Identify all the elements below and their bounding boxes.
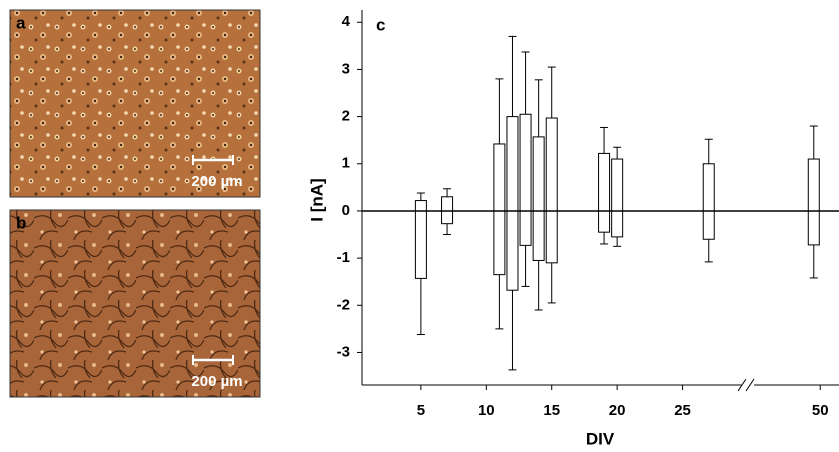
x-axis-title: DIV bbox=[586, 429, 615, 448]
y-tick-label: 1 bbox=[342, 155, 350, 172]
scale-label: 200 µm bbox=[191, 373, 242, 390]
box bbox=[441, 196, 454, 225]
box bbox=[493, 143, 506, 276]
box bbox=[807, 158, 820, 246]
y-tick-label: -1 bbox=[337, 249, 350, 266]
axis-break bbox=[745, 378, 755, 392]
x-tick-label: 5 bbox=[417, 402, 425, 419]
y-tick-label: 2 bbox=[342, 108, 350, 125]
micrograph-a bbox=[9, 9, 261, 198]
panel-label: b bbox=[16, 213, 26, 232]
y-axis-title: I [nA] bbox=[307, 178, 326, 221]
y-tick-label: -3 bbox=[337, 343, 350, 360]
box bbox=[519, 113, 532, 246]
y-tick-label: -2 bbox=[337, 296, 350, 313]
y-tick-label: 0 bbox=[342, 202, 350, 219]
y-tick-label: 3 bbox=[342, 60, 350, 77]
panel-label: a bbox=[16, 13, 26, 32]
box bbox=[532, 136, 545, 261]
x-tick-label: 10 bbox=[478, 402, 495, 419]
axis-break bbox=[737, 378, 747, 392]
y-tick-label: 4 bbox=[342, 13, 351, 30]
box bbox=[414, 200, 427, 279]
x-tick-label: 15 bbox=[543, 402, 560, 419]
panel-label: c bbox=[376, 15, 385, 34]
x-tick-label: 50 bbox=[812, 402, 829, 419]
scale-label: 200 µm bbox=[191, 173, 242, 190]
box bbox=[545, 117, 558, 264]
box bbox=[611, 158, 624, 238]
x-tick-label: 20 bbox=[609, 402, 626, 419]
box bbox=[598, 152, 611, 233]
box bbox=[702, 163, 715, 240]
box bbox=[506, 116, 519, 291]
x-tick-label: 25 bbox=[674, 402, 691, 419]
micrograph-b bbox=[9, 209, 261, 398]
